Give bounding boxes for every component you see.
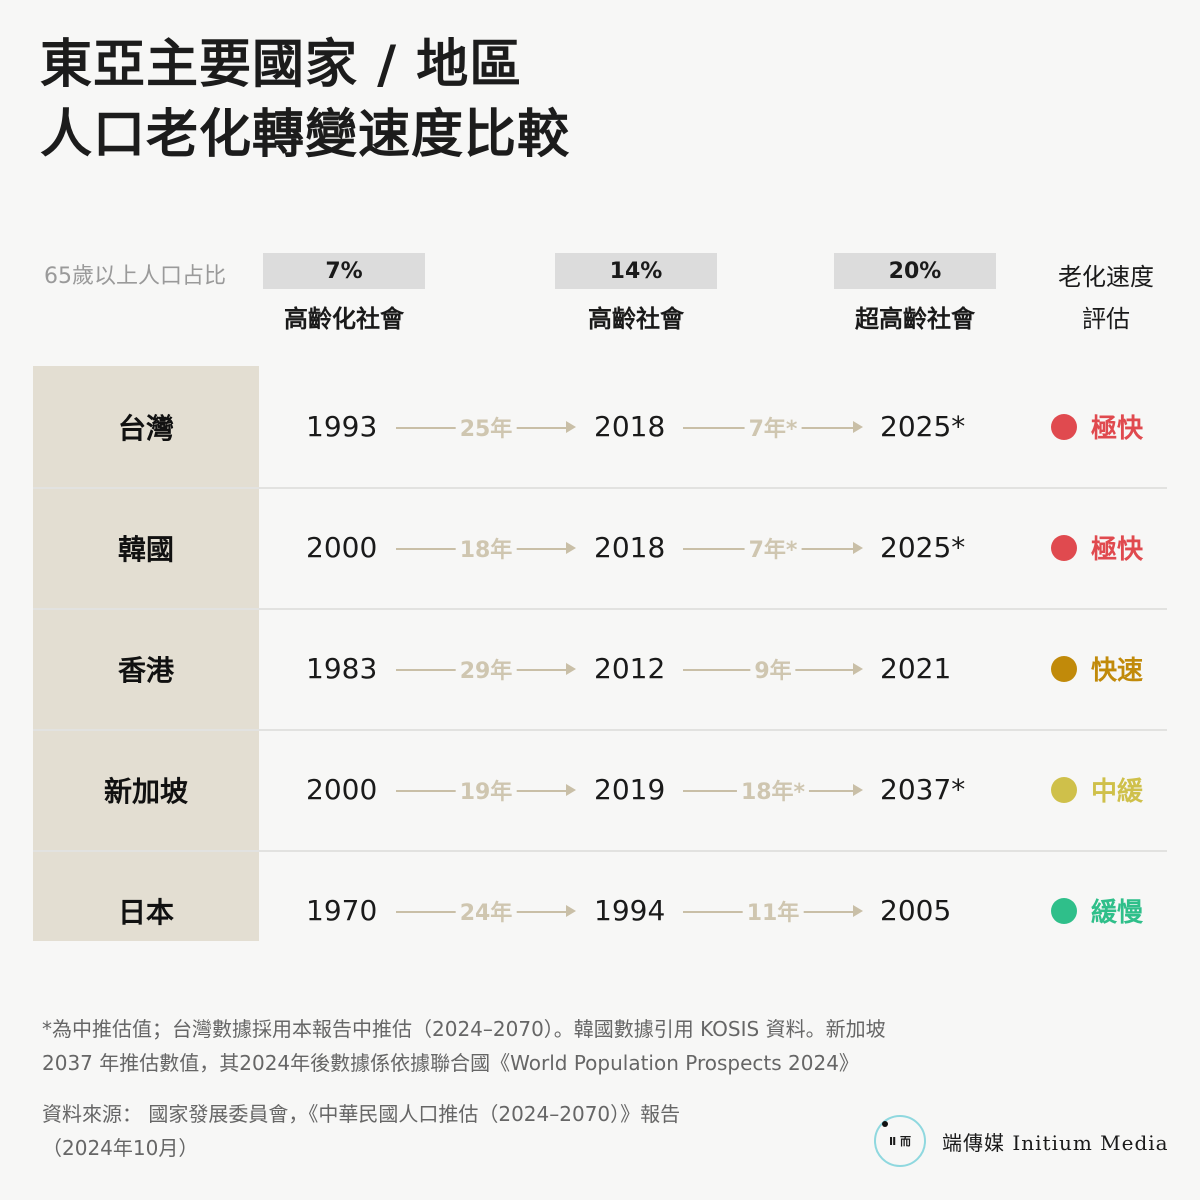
logo-wordmark: 端傳媒 Initium Media [942,1130,1169,1155]
speed-label: 快速 [1091,656,1144,686]
arrow-head-icon [566,904,576,917]
arrow-head-icon [566,783,576,796]
speed-rating: 緩慢 [1051,850,1143,971]
stage-header-20: 20% 超高齡社會 [834,253,996,334]
table-row: 日本 1970 24年 1994 11年 2005 緩慢 [33,850,1167,971]
speed-rating: 中緩 [1051,729,1143,850]
arrow-head-icon [853,420,863,433]
title-line-1: 東亞主要國家 / 地區 [40,35,523,95]
arrow-head-icon [853,904,863,917]
gap-years: 18年* [736,773,810,806]
gap-years: 18年 [455,531,517,564]
stage-header-7: 7% 高齡化社會 [263,253,425,334]
speed-header-line-2: 評估 [1082,305,1130,333]
gap-years: 24年 [455,894,517,927]
stage-name: 超高齡社會 [855,305,975,333]
status-dot-icon [1051,655,1077,682]
transition-arrow: 29年 [396,608,576,729]
year-7pct: 2000 [306,531,378,564]
speed-rating: 極快 [1051,366,1143,487]
gap-years: 25年 [455,410,517,443]
region-name: 日本 [117,895,174,929]
region-name: 新加坡 [103,774,188,808]
speed-label: 緩慢 [1091,898,1144,928]
speed-header: 老化速度 評估 [1036,256,1176,340]
transition-arrow: 11年 [683,850,863,971]
transition-arrow: 7年* [683,366,863,487]
speed-rating: 快速 [1051,608,1143,729]
year-14pct: 2012 [594,652,666,685]
speed-label: 極快 [1091,414,1144,444]
row-header-label: 65歲以上人口占比 [44,264,226,289]
source-line-2: （2024年10月） [42,1136,199,1160]
speed-label: 極快 [1091,535,1144,565]
status-dot-icon [1051,534,1077,561]
gap-years: 7年* [744,531,802,564]
title-line-2: 人口老化轉變速度比較 [40,105,571,165]
footnote-line-2: 2037 年推估數值，其2024年後數據係依據聯合國《World Populat… [42,1051,859,1075]
gap-years: 19年 [455,773,517,806]
status-dot-icon [1051,413,1077,440]
speed-rating: 極快 [1051,487,1143,608]
arrow-head-icon [853,783,863,796]
gap-years: 29年 [455,652,517,685]
region-column-background [33,366,259,941]
footnote-line-1: *為中推估值；台灣數據採用本報告中推估（2024–2070）。韓國數據引用 KO… [42,1017,886,1041]
year-14pct: 1994 [594,894,666,927]
gap-years: 9年 [750,652,796,685]
year-20pct: 2025* [880,410,966,443]
transition-arrow: 18年 [396,487,576,608]
transition-arrow: 9年 [683,608,863,729]
year-7pct: 1983 [306,652,378,685]
transition-arrow: 25年 [396,366,576,487]
year-7pct: 1993 [306,410,378,443]
arrow-head-icon [566,541,576,554]
region-name: 香港 [117,653,174,687]
chart-title: 東亞主要國家 / 地區 人口老化轉變速度比較 [40,30,570,170]
year-14pct: 2019 [594,773,666,806]
stage-pct: 14% [555,253,717,289]
year-20pct: 2021 [880,652,952,685]
gap-years: 7年* [744,410,802,443]
footnote: *為中推估值；台灣數據採用本報告中推估（2024–2070）。韓國數據引用 KO… [42,1012,1052,1080]
source-note: 資料來源： 國家發展委員會，《中華民國人口推估（2024–2070）》報告 （2… [42,1097,822,1165]
stage-pct: 7% [263,253,425,289]
stage-name: 高齡化社會 [284,305,404,333]
arrow-head-icon [566,662,576,675]
status-dot-icon [1051,897,1077,924]
year-7pct: 2000 [306,773,378,806]
arrow-head-icon [853,541,863,554]
year-14pct: 2018 [594,410,666,443]
table-row: 香港 1983 29年 2012 9年 2021 快速 [33,608,1167,731]
speed-header-line-1: 老化速度 [1058,263,1154,291]
logo-mark-icon: Ⅱ 而 [874,1115,926,1167]
stage-name: 高齡社會 [588,305,684,333]
gap-years: 11年 [742,894,804,927]
year-20pct: 2025* [880,531,966,564]
arrow-head-icon [566,420,576,433]
year-20pct: 2005 [880,894,952,927]
region-name: 台灣 [117,411,174,445]
table-row: 台灣 1993 25年 2018 7年* 2025* 極快 [33,366,1167,489]
table-row: 韓國 2000 18年 2018 7年* 2025* 極快 [33,487,1167,610]
arrow-head-icon [853,662,863,675]
initium-logo: Ⅱ 而 端傳媒 Initium Media [874,1115,1169,1167]
status-dot-icon [1051,776,1077,803]
table-row: 新加坡 2000 19年 2019 18年* 2037* 中緩 [33,729,1167,852]
transition-arrow: 19年 [396,729,576,850]
year-14pct: 2018 [594,531,666,564]
stage-header-14: 14% 高齡社會 [555,253,717,334]
transition-arrow: 24年 [396,850,576,971]
source-line-1: 資料來源： 國家發展委員會，《中華民國人口推估（2024–2070）》報告 [42,1102,681,1126]
stage-pct: 20% [834,253,996,289]
logo-mark-text: Ⅱ 而 [888,1135,912,1148]
transition-arrow: 7年* [683,487,863,608]
transition-arrow: 18年* [683,729,863,850]
year-7pct: 1970 [306,894,378,927]
year-20pct: 2037* [880,773,966,806]
region-name: 韓國 [117,532,174,566]
speed-label: 中緩 [1091,777,1144,807]
